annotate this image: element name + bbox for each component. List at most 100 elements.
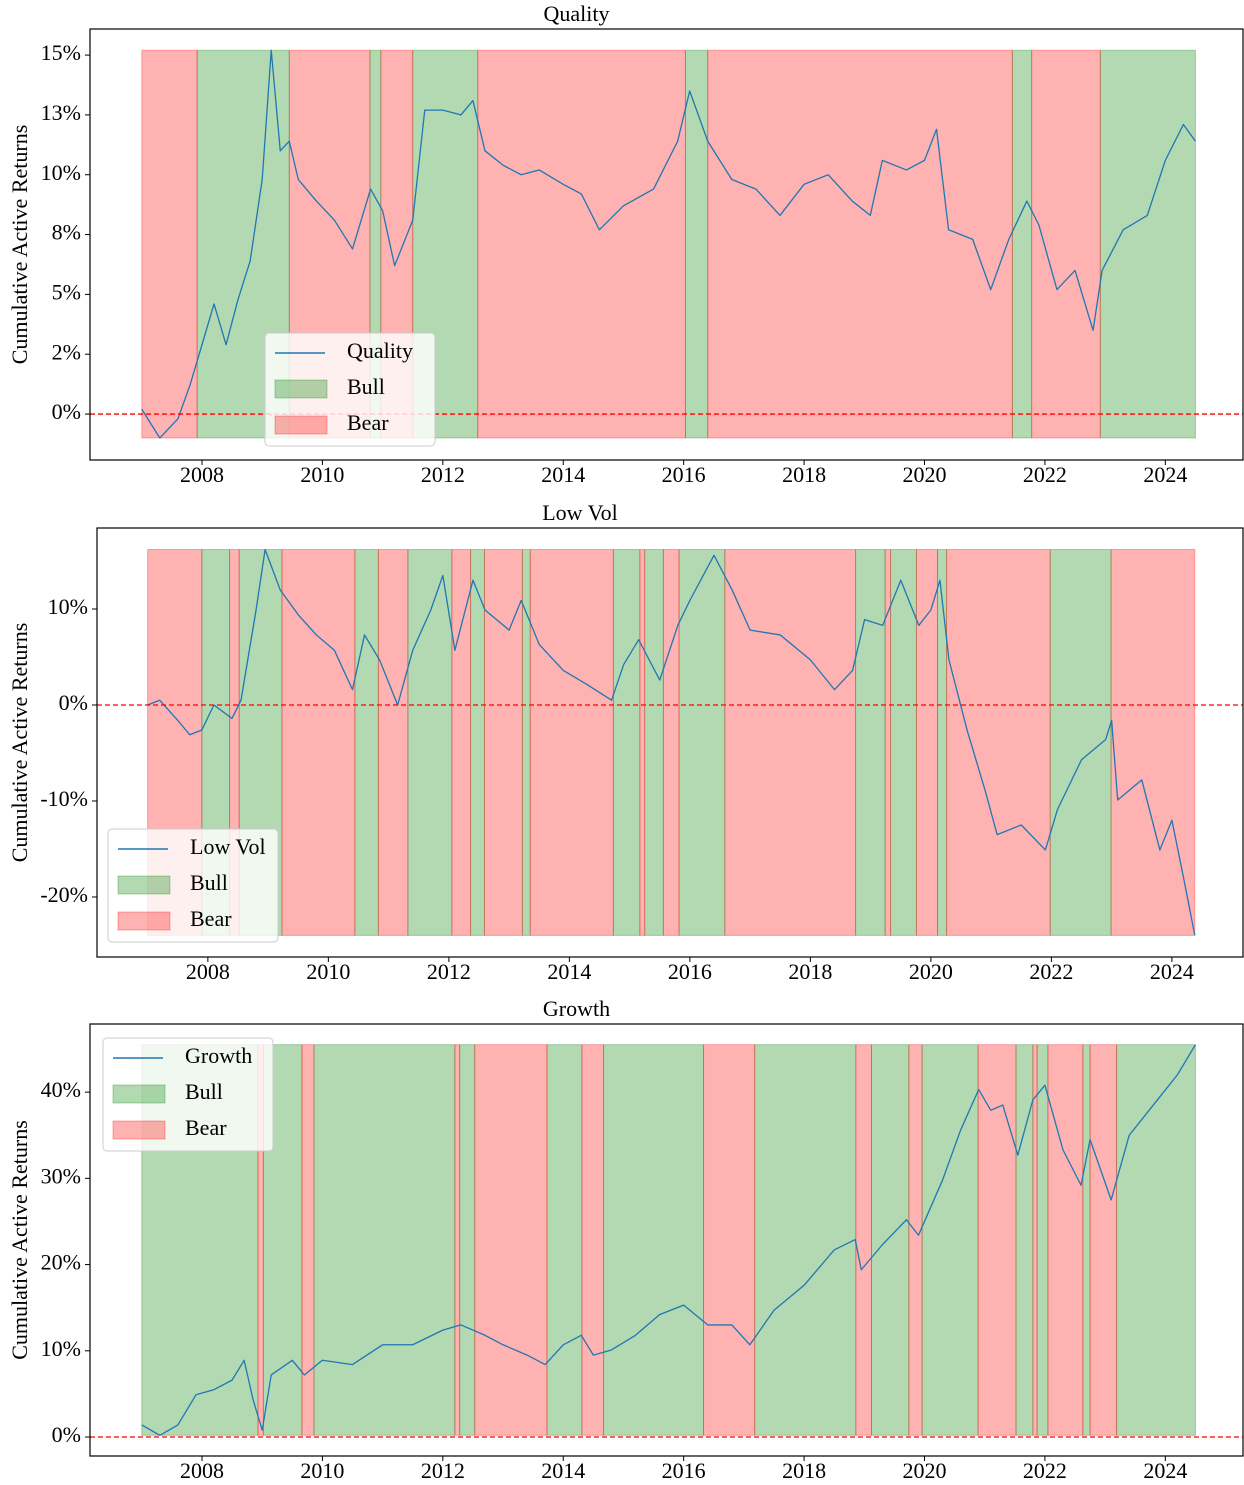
regime-span [1049, 549, 1112, 936]
series-line [141, 1044, 1196, 1436]
regime-span [855, 549, 886, 936]
chart-title: Low Vol [542, 500, 618, 525]
regime-span [1089, 1044, 1118, 1436]
x-tick-label: 2020 [902, 1458, 946, 1483]
x-tick-label: 2010 [300, 462, 344, 487]
y-axis-label: Cumulative Active Returns [7, 623, 32, 863]
x-tick-label: 2016 [662, 1458, 706, 1483]
x-tick-label: 2012 [421, 1458, 465, 1483]
x-tick-label: 2016 [662, 462, 706, 487]
regime-span [871, 1044, 910, 1436]
regime-span [908, 1044, 923, 1436]
x-tick-label: 2024 [1143, 1458, 1187, 1483]
legend-box [107, 828, 279, 943]
x-tick-label: 2022 [1023, 1458, 1067, 1483]
regime-span [662, 549, 680, 936]
legend-patch [274, 379, 328, 399]
regime-span [946, 549, 1051, 936]
regime-span [1082, 1044, 1091, 1436]
x-tick-label: 2008 [180, 462, 224, 487]
regime-span [1047, 1044, 1084, 1436]
y-tick-label: 30% [41, 1163, 81, 1188]
regime-span [581, 1044, 605, 1436]
x-tick-label: 2014 [541, 462, 585, 487]
legend: Low Vol Bull Bear [107, 828, 279, 943]
y-tick-label: 0% [52, 1422, 81, 1447]
regime-span [977, 1044, 1017, 1436]
legend-label: Bull [190, 870, 228, 895]
legend-label: Quality [347, 338, 413, 363]
x-tick-label: 2008 [186, 959, 230, 984]
x-tick-label: 2012 [421, 462, 465, 487]
x-tick-label: 2010 [306, 959, 350, 984]
series-line [147, 548, 1196, 936]
subplot: 2008 2010 2012 2014 2016 2018 2020 2022 2024 0% 2%… [7, 1, 1244, 487]
legend-label: Bull [347, 374, 385, 399]
legend-label: Growth [185, 1043, 252, 1068]
regime-span [474, 1044, 548, 1436]
regime-span [684, 49, 709, 439]
legend: Growth Bull Bear [102, 1037, 274, 1152]
regime-span [639, 549, 646, 936]
regime-span [884, 549, 892, 936]
x-tick-label: 2010 [300, 1458, 344, 1483]
x-tick-label: 2020 [909, 959, 953, 984]
regime-span [141, 49, 198, 439]
regime-span [1015, 1044, 1034, 1436]
legend-patch [117, 875, 171, 895]
regime-span [937, 549, 948, 936]
regime-span [407, 549, 453, 936]
x-tick-label: 2014 [547, 959, 591, 984]
y-tick-label: 5% [52, 279, 81, 304]
regime-span [855, 1044, 873, 1436]
legend-box [102, 1037, 274, 1152]
chart-title: Quality [544, 1, 610, 26]
y-axis-label: Cumulative Active Returns [7, 125, 32, 365]
subplot: 2008 2010 2012 2014 2016 2018 2020 2022 2024 -20%… [7, 500, 1244, 984]
x-tick-label: 2018 [782, 462, 826, 487]
y-tick-label: 10% [48, 594, 88, 619]
y-tick-label: 40% [41, 1077, 81, 1102]
y-tick-label: 20% [41, 1250, 81, 1275]
x-tick-label: 2018 [782, 1458, 826, 1483]
regime-span [1099, 49, 1196, 439]
regime-span [1032, 1044, 1038, 1436]
y-tick-label: 15% [41, 40, 81, 65]
y-tick-label: -20% [40, 882, 88, 907]
y-tick-label: -10% [40, 786, 88, 811]
legend-patch [117, 911, 171, 931]
legend-label: Bear [190, 906, 232, 931]
regime-span [703, 1044, 756, 1436]
regime-span [890, 549, 917, 936]
regime-span [281, 549, 356, 936]
regime-span [451, 549, 472, 936]
regime-span [354, 549, 379, 936]
regime-span [470, 549, 485, 936]
x-tick-label: 2024 [1150, 959, 1194, 984]
x-tick-label: 2008 [180, 1458, 224, 1483]
regime-span [644, 549, 664, 936]
y-tick-label: 10% [41, 1336, 81, 1361]
regime-span [1116, 1044, 1196, 1436]
x-tick-label: 2024 [1143, 462, 1187, 487]
legend-patch [112, 1120, 166, 1140]
regime-span [921, 1044, 979, 1436]
regime-span [377, 549, 409, 936]
regime-span [603, 1044, 705, 1436]
regime-span [1031, 49, 1101, 439]
legend-label: Low Vol [190, 834, 266, 859]
chart-title: Growth [543, 996, 610, 1021]
regime-span [1036, 1044, 1049, 1436]
regime-span [546, 1044, 583, 1436]
regime-span [612, 549, 641, 936]
legend-patch [112, 1084, 166, 1104]
x-tick-label: 2012 [427, 959, 471, 984]
regime-span [1110, 549, 1196, 936]
legend: Quality Bull Bear [264, 332, 436, 447]
regime-span [301, 1044, 315, 1436]
y-tick-label: 13% [41, 100, 81, 125]
legend-label: Bear [347, 410, 389, 435]
series-line [141, 49, 1196, 439]
